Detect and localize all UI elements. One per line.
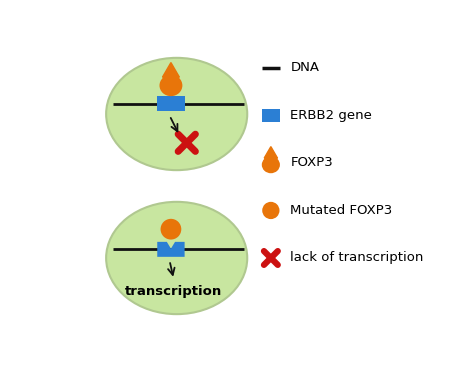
Text: FOXP3: FOXP3 xyxy=(291,156,333,169)
Bar xyxy=(157,96,184,111)
Ellipse shape xyxy=(163,73,179,81)
Ellipse shape xyxy=(161,219,181,240)
Ellipse shape xyxy=(262,202,280,219)
Text: ERBB2 gene: ERBB2 gene xyxy=(291,109,372,122)
Ellipse shape xyxy=(106,202,247,314)
Polygon shape xyxy=(163,62,179,77)
Text: DNA: DNA xyxy=(291,61,319,74)
Ellipse shape xyxy=(264,155,277,162)
Text: lack of transcription: lack of transcription xyxy=(291,251,424,264)
Polygon shape xyxy=(264,147,277,158)
Bar xyxy=(262,109,280,122)
Ellipse shape xyxy=(262,156,280,173)
Text: Mutated FOXP3: Mutated FOXP3 xyxy=(291,204,392,217)
Text: transcription: transcription xyxy=(125,285,222,298)
Ellipse shape xyxy=(106,58,247,170)
Ellipse shape xyxy=(159,75,182,96)
PathPatch shape xyxy=(157,242,184,257)
